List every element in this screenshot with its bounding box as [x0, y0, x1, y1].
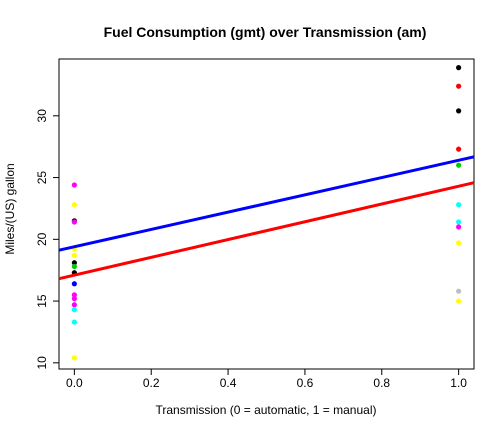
- data-point: [456, 224, 462, 230]
- data-point: [456, 65, 462, 71]
- data-point: [456, 298, 462, 304]
- data-point: [456, 146, 462, 152]
- regression-line: [58, 181, 475, 281]
- data-point: [71, 292, 77, 298]
- y-tick-label: 30: [35, 109, 49, 123]
- regression-line: [58, 155, 475, 252]
- data-point: [71, 281, 77, 287]
- data-point: [71, 355, 77, 361]
- y-tick-label: 25: [35, 171, 49, 185]
- data-point: [71, 252, 77, 258]
- plot-area: [58, 65, 475, 361]
- data-point: [456, 83, 462, 89]
- data-point: [456, 202, 462, 208]
- y-tick-label: 10: [35, 356, 49, 370]
- x-axis: 0.0 0.2 0.4 0.6 0.8 1.0: [66, 369, 467, 390]
- data-point: [456, 219, 462, 225]
- data-point: [71, 296, 77, 302]
- data-point: [71, 182, 77, 188]
- data-point: [456, 288, 462, 294]
- x-tick-label: 0.4: [220, 376, 237, 390]
- data-point: [71, 263, 77, 270]
- y-axis-label: Miles/(US) gallon: [3, 163, 17, 254]
- y-axis: 10 15 20 25 30: [35, 109, 59, 370]
- y-tick-label: 20: [35, 232, 49, 246]
- x-axis-label: Transmission (0 = automatic, 1 = manual): [156, 403, 377, 417]
- data-point: [456, 240, 462, 246]
- x-tick-label: 0.8: [373, 376, 390, 390]
- data-point: [71, 307, 77, 313]
- data-point: [71, 219, 77, 225]
- data-point: [71, 260, 77, 266]
- y-tick-label: 15: [35, 294, 49, 308]
- data-point: [71, 302, 77, 308]
- plot-frame: [58, 58, 475, 370]
- data-point: [71, 319, 77, 325]
- data-point: [456, 162, 462, 168]
- data-point: [456, 108, 462, 114]
- x-tick-label: 0.2: [143, 376, 160, 390]
- data-point: [71, 202, 77, 208]
- x-tick-label: 1.0: [450, 376, 467, 390]
- chart-title: Fuel Consumption (gmt) over Transmission…: [104, 24, 427, 40]
- x-tick-label: 0.6: [297, 376, 314, 390]
- x-tick-label: 0.0: [66, 376, 83, 390]
